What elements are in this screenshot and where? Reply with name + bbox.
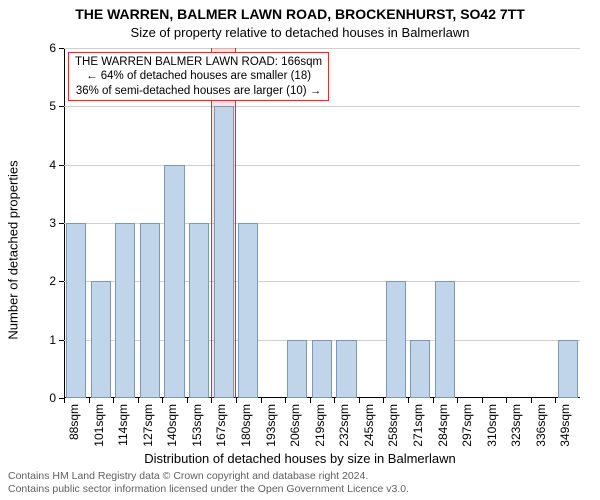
x-tick-mark	[162, 398, 163, 403]
bar	[287, 340, 307, 398]
x-tick-mark	[236, 398, 237, 403]
x-tick-label: 88sqm	[67, 404, 81, 440]
y-tick-label: 1	[49, 333, 64, 347]
bar	[214, 106, 234, 398]
bar	[558, 340, 578, 398]
callout-box: THE WARREN BALMER LAWN ROAD: 166sqm ← 64…	[68, 52, 329, 101]
x-tick-mark	[482, 398, 483, 403]
x-tick-mark	[359, 398, 360, 403]
callout-line-3: 36% of semi-detached houses are larger (…	[75, 84, 322, 98]
x-tick-label: 349sqm	[558, 404, 572, 447]
x-tick-label: 297sqm	[460, 404, 474, 447]
x-tick-label: 140sqm	[165, 404, 179, 447]
x-tick-mark	[285, 398, 286, 403]
bar	[164, 165, 184, 398]
bar	[140, 223, 160, 398]
callout-line-2: ← 64% of detached houses are smaller (18…	[75, 69, 322, 83]
bar	[189, 223, 209, 398]
x-tick-mark	[211, 398, 212, 403]
x-tick-mark	[113, 398, 114, 403]
y-axis-label: Number of detached properties	[5, 160, 20, 339]
footer-line-1: Contains HM Land Registry data © Crown c…	[8, 470, 409, 483]
x-tick-mark	[408, 398, 409, 403]
callout-line-1: THE WARREN BALMER LAWN ROAD: 166sqm	[75, 55, 322, 69]
x-tick-mark	[555, 398, 556, 403]
x-tick-label: 153sqm	[190, 404, 204, 447]
x-tick-label: 232sqm	[337, 404, 351, 447]
x-tick-mark	[89, 398, 90, 403]
page-title: THE WARREN, BALMER LAWN ROAD, BROCKENHUR…	[0, 6, 600, 22]
x-tick-label: 271sqm	[411, 404, 425, 447]
x-tick-mark	[531, 398, 532, 403]
x-tick-label: 193sqm	[264, 404, 278, 447]
x-tick-mark	[433, 398, 434, 403]
x-tick-label: 245sqm	[362, 404, 376, 447]
y-tick-label: 4	[49, 158, 64, 172]
page-subtitle: Size of property relative to detached ho…	[0, 25, 600, 40]
x-tick-label: 180sqm	[239, 404, 253, 447]
x-tick-label: 310sqm	[485, 404, 499, 447]
x-tick-label: 258sqm	[386, 404, 400, 447]
x-tick-mark	[310, 398, 311, 403]
x-tick-label: 206sqm	[288, 404, 302, 447]
x-tick-mark	[334, 398, 335, 403]
x-tick-mark	[383, 398, 384, 403]
y-tick-label: 2	[49, 274, 64, 288]
bar	[115, 223, 135, 398]
x-tick-label: 336sqm	[534, 404, 548, 447]
x-tick-label: 323sqm	[509, 404, 523, 447]
y-tick-label: 5	[49, 99, 64, 113]
bar	[410, 340, 430, 398]
x-tick-label: 101sqm	[92, 404, 106, 447]
x-tick-mark	[457, 398, 458, 403]
footer: Contains HM Land Registry data © Crown c…	[8, 470, 409, 496]
bar	[91, 281, 111, 398]
bar	[312, 340, 332, 398]
y-tick-label: 6	[49, 41, 64, 55]
bar	[238, 223, 258, 398]
x-tick-label: 284sqm	[436, 404, 450, 447]
bar	[386, 281, 406, 398]
bar	[336, 340, 356, 398]
x-tick-mark	[261, 398, 262, 403]
x-tick-mark	[187, 398, 188, 403]
y-tick-label: 3	[49, 216, 64, 230]
x-tick-label: 114sqm	[116, 404, 130, 446]
x-axis-label: Distribution of detached houses by size …	[0, 451, 600, 466]
x-tick-mark	[64, 398, 65, 403]
x-tick-label: 219sqm	[313, 404, 327, 447]
x-tick-label: 127sqm	[141, 404, 155, 447]
x-tick-label: 167sqm	[214, 404, 228, 447]
chart-container: THE WARREN, BALMER LAWN ROAD, BROCKENHUR…	[0, 0, 600, 500]
footer-line-2: Contains public sector information licen…	[8, 483, 409, 496]
x-tick-mark	[138, 398, 139, 403]
bar	[66, 223, 86, 398]
x-tick-mark	[506, 398, 507, 403]
y-tick-label: 0	[49, 391, 64, 405]
bar	[435, 281, 455, 398]
